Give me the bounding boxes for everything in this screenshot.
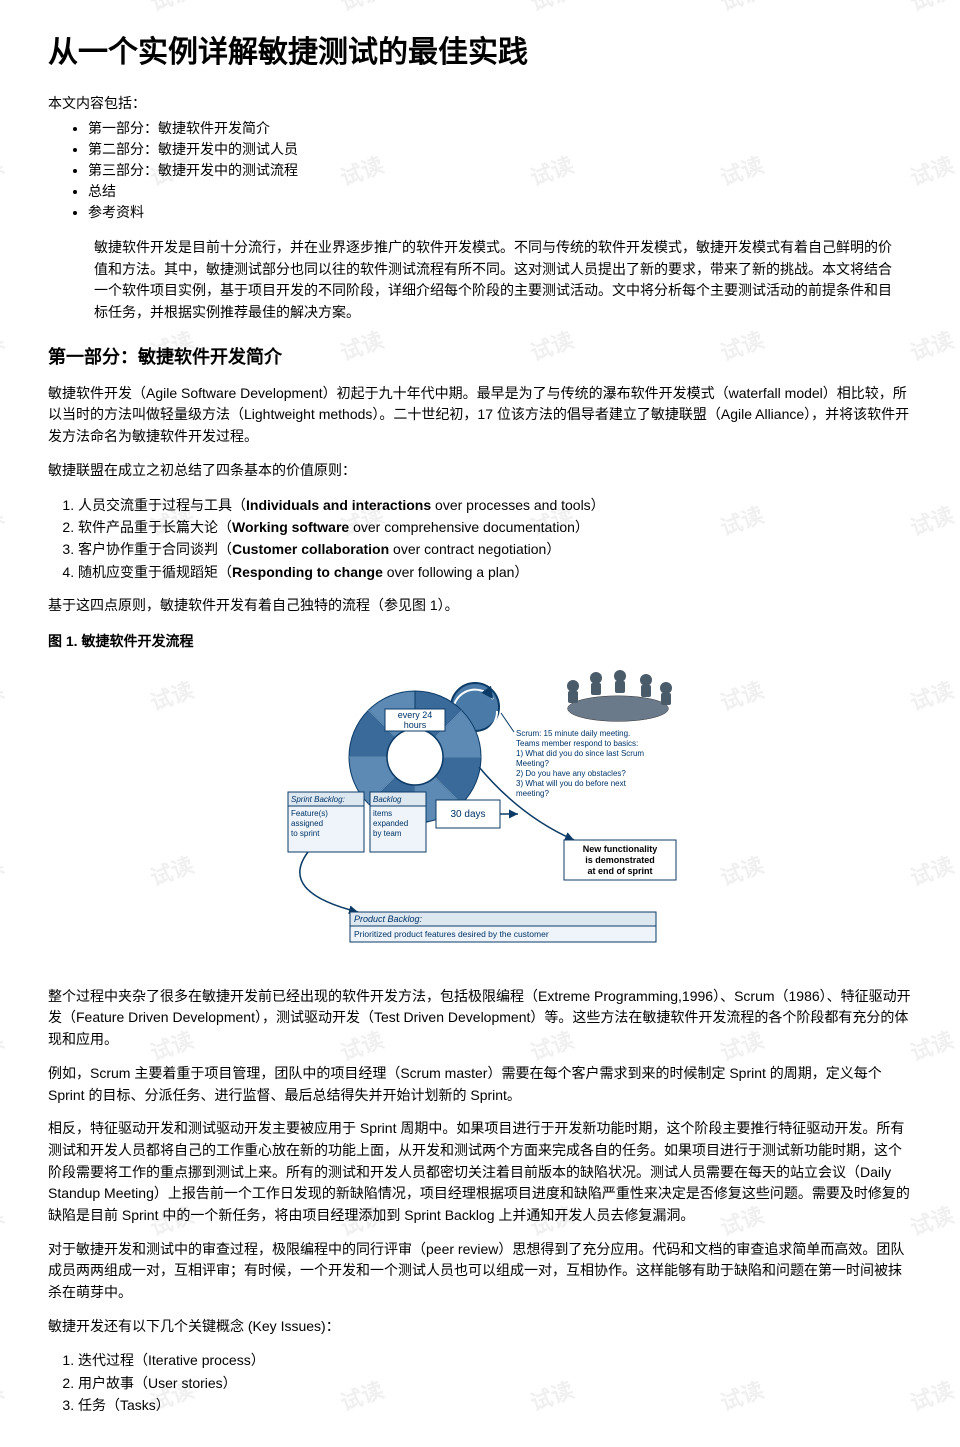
- svg-text:1) What did you do since last: 1) What did you do since last Scrum: [516, 749, 644, 758]
- svg-text:Feature(s): Feature(s): [291, 809, 328, 818]
- body-paragraph: 对于敏捷开发和测试中的审查过程，极限编程中的同行评审（peer review）思…: [48, 1239, 912, 1304]
- figure-container: every 24hours Sprint Backlog: Feature(s)as…: [48, 662, 912, 972]
- body-paragraph: 基于这四点原则，敏捷软件开发有着自己独特的流程（参见图 1）。: [48, 595, 912, 617]
- toc-item: 参考资料: [88, 202, 912, 223]
- svg-text:Meeting?: Meeting?: [516, 759, 549, 768]
- intro-paragraph: 敏捷软件开发是目前十分流行，并在业界逐步推广的软件开发模式。不同与传统的软件开发…: [48, 237, 912, 324]
- principle-item: 客户协作重于合同谈判（Customer collaboration over c…: [78, 538, 912, 560]
- principle-item: 软件产品重于长篇大论（Working software over compreh…: [78, 516, 912, 538]
- key-issue-item: 用户故事（User stories）: [78, 1372, 912, 1394]
- body-paragraph: 敏捷软件开发（Agile Software Development）初起于九十年…: [48, 383, 912, 448]
- toc-item: 第一部分：敏捷软件开发简介: [88, 118, 912, 139]
- svg-text:hours: hours: [404, 720, 427, 730]
- svg-text:Teams member respond to basics: Teams member respond to basics:: [516, 739, 638, 748]
- body-paragraph: 整个过程中夹杂了很多在敏捷开发前已经出现的软件开发方法，包括极限编程（Extre…: [48, 986, 912, 1051]
- svg-text:Prioritized product features d: Prioritized product features desired by …: [354, 929, 549, 939]
- figure-caption: 图 1. 敏捷软件开发流程: [48, 631, 912, 652]
- body-paragraph: 相反，特征驱动开发和测试驱动开发主要被应用于 Sprint 周期中。如果项目进行…: [48, 1118, 912, 1226]
- svg-text:3) What will you do before nex: 3) What will you do before next: [516, 779, 627, 788]
- body-paragraph: 例如，Scrum 主要着重于项目管理，团队中的项目经理（Scrum master…: [48, 1063, 912, 1106]
- svg-text:by team: by team: [373, 829, 402, 838]
- principle-item: 人员交流重于过程与工具（Individuals and interactions…: [78, 494, 912, 516]
- toc-item: 总结: [88, 181, 912, 202]
- svg-text:expanded: expanded: [373, 819, 408, 828]
- section-heading: 第一部分：敏捷软件开发简介: [48, 344, 912, 371]
- toc-list: 第一部分：敏捷软件开发简介 第二部分：敏捷开发中的测试人员 第三部分：敏捷开发中…: [88, 118, 912, 223]
- body-paragraph: 敏捷联盟在成立之初总结了四条基本的价值原则：: [48, 460, 912, 482]
- principles-list: 人员交流重于过程与工具（Individuals and interactions…: [78, 494, 912, 584]
- toc-label: 本文内容包括：: [48, 93, 912, 114]
- svg-text:Scrum: 15 minute daily meeting: Scrum: 15 minute daily meeting.: [516, 729, 630, 738]
- svg-text:every 24: every 24: [398, 710, 433, 720]
- svg-text:Product Backlog:: Product Backlog:: [354, 914, 423, 924]
- key-issues-list: 迭代过程（Iterative process） 用户故事（User storie…: [78, 1349, 912, 1416]
- page-title: 从一个实例详解敏捷测试的最佳实践: [48, 30, 912, 75]
- svg-text:meeting?: meeting?: [516, 789, 549, 798]
- svg-text:New functionality: New functionality: [583, 844, 658, 854]
- svg-text:at end of sprint: at end of sprint: [588, 866, 653, 876]
- scrum-diagram: every 24hours Sprint Backlog: Feature(s)as…: [270, 662, 690, 972]
- key-issue-item: 任务（Tasks）: [78, 1394, 912, 1416]
- toc-item: 第二部分：敏捷开发中的测试人员: [88, 139, 912, 160]
- body-paragraph: 敏捷开发还有以下几个关键概念 (Key Issues)：: [48, 1316, 912, 1338]
- toc-item: 第三部分：敏捷开发中的测试流程: [88, 160, 912, 181]
- svg-text:to sprint: to sprint: [291, 829, 320, 838]
- key-issue-item: 迭代过程（Iterative process）: [78, 1349, 912, 1371]
- svg-text:items: items: [373, 809, 392, 818]
- svg-text:assigned: assigned: [291, 819, 323, 828]
- svg-text:Sprint Backlog:: Sprint Backlog:: [291, 795, 345, 804]
- svg-text:is demonstrated: is demonstrated: [585, 855, 655, 865]
- svg-text:2) Do you have any obstacles?: 2) Do you have any obstacles?: [516, 769, 626, 778]
- svg-text:Backlog: Backlog: [373, 795, 402, 804]
- principle-item: 随机应变重于循规蹈矩（Responding to change over fol…: [78, 561, 912, 583]
- svg-text:30 days: 30 days: [450, 809, 485, 820]
